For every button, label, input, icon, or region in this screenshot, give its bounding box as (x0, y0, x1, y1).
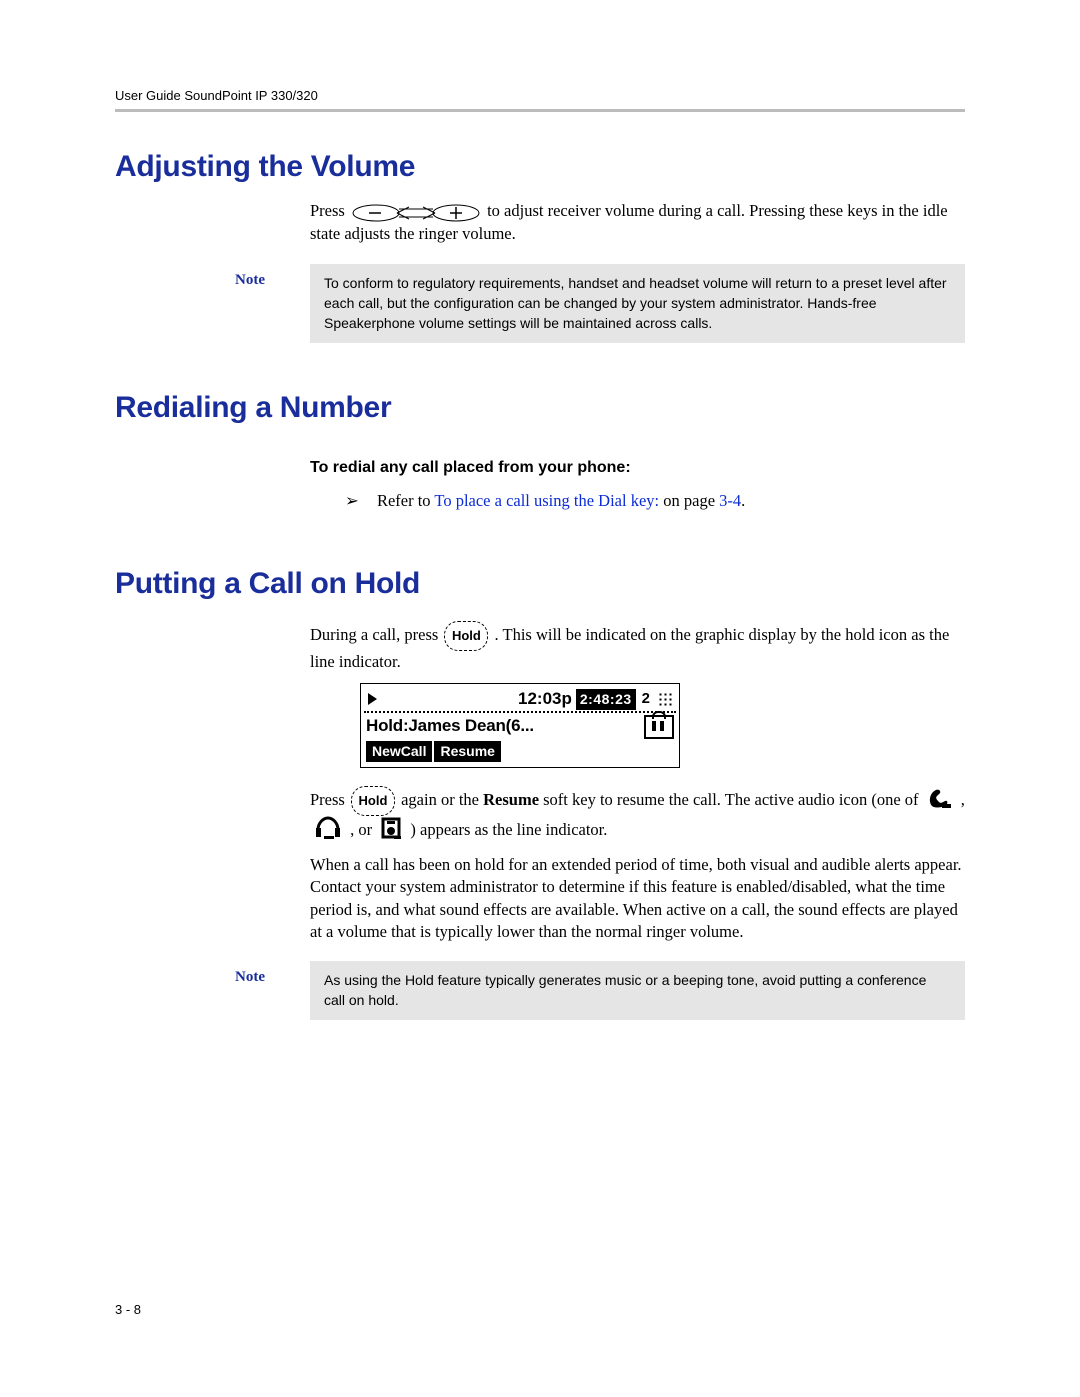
note-label-2: Note (235, 961, 310, 986)
lcd-arrow-icon (368, 693, 377, 705)
header-rule (115, 109, 965, 112)
lcd-line-num: 2 (642, 689, 650, 709)
refer-prefix: Refer to (377, 491, 434, 510)
hold-p2a: Press (310, 790, 349, 809)
note-text: To conform to regulatory requirements, h… (310, 264, 965, 343)
page-header: User Guide SoundPoint IP 330/320 (115, 88, 965, 103)
softkey-newcall: NewCall (366, 741, 432, 762)
lcd-dots-icon (658, 692, 672, 706)
note-label: Note (235, 264, 310, 289)
note-text-2: As using the Hold feature typically gene… (310, 961, 965, 1020)
hold-p1a: During a call, press (310, 624, 442, 643)
lcd-caller-row: Hold:James Dean(6... (364, 713, 676, 741)
refer-page[interactable]: 3-4 (719, 491, 741, 510)
bullet-arrow-icon: ➢ (345, 491, 359, 511)
volume-rocker-icon (351, 201, 481, 223)
hold-button-icon: Hold (444, 621, 488, 651)
hold-p2b: again or the (401, 790, 483, 809)
hold-p2: Press Hold again or the Resume soft key … (310, 786, 965, 847)
or-text: , or (350, 820, 376, 839)
hold-note: Note As using the Hold feature typically… (235, 961, 965, 1020)
heading-hold: Putting a Call on Hold (115, 567, 965, 601)
lcd-softkeys: NewCall Resume (364, 741, 676, 764)
hold-p1: During a call, press Hold . This will be… (310, 621, 965, 944)
heading-volume: Adjusting the Volume (115, 150, 965, 184)
document-page: User Guide SoundPoint IP 330/320 Adjusti… (0, 0, 1080, 1397)
refer-end: . (741, 491, 745, 510)
comma1: , (961, 790, 965, 809)
lcd-top-row: 12:03p 2:48:23 2 (364, 687, 676, 713)
text-press: Press (310, 201, 345, 220)
headset-icon (314, 816, 342, 846)
lcd-caller: Hold:James Dean(6... (366, 715, 534, 738)
resume-word: Resume (483, 790, 539, 809)
refer-link[interactable]: To place a call using the Dial key: (434, 491, 659, 510)
softkey-resume: Resume (434, 741, 500, 762)
phone-lcd: 12:03p 2:48:23 2 Hold:James Dean(6... Ne… (360, 683, 680, 768)
hold-p2c: soft key to resume the call. The active … (539, 790, 923, 809)
hold-p2d: ) appears as the line indicator. (410, 820, 607, 839)
heading-redial: Redialing a Number (115, 391, 965, 425)
hold-button-icon-2: Hold (351, 786, 395, 816)
lcd-timer: 2:48:23 (576, 689, 636, 710)
page-number: 3 - 8 (115, 1302, 141, 1317)
hold-p3: When a call has been on hold for an exte… (310, 854, 965, 943)
volume-note: Note To conform to regulatory requiremen… (235, 264, 965, 343)
redial-refer-line: ➢ Refer to To place a call using the Dia… (345, 491, 965, 511)
speaker-icon (380, 816, 402, 846)
redial-subheading: To redial any call placed from your phon… (310, 459, 965, 477)
refer-suffix: on page (659, 491, 719, 510)
lcd-hold-icon (644, 715, 674, 739)
lcd-time: 12:03p (518, 688, 572, 711)
handset-icon (927, 786, 953, 816)
volume-body: Press to adjust receiver volume during a… (310, 200, 965, 246)
